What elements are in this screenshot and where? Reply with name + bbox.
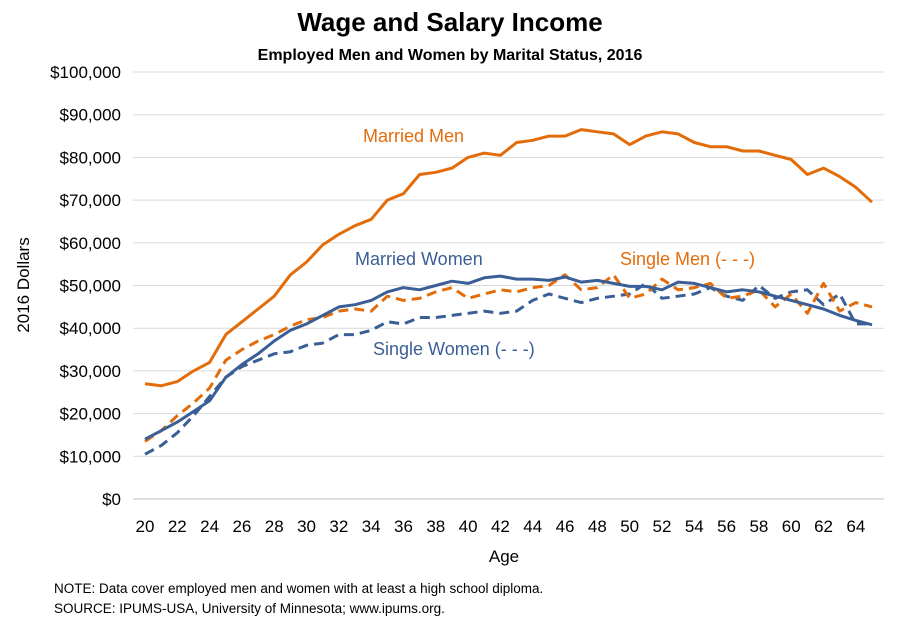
x-tick-label: 26 (232, 517, 251, 536)
note-text: NOTE: Data cover employed men and women … (54, 581, 543, 596)
x-tick-label: 52 (653, 517, 672, 536)
x-axis-ticks: 20 22 24 26 28 30 32 34 36 38 40 42 44 46 48 50 52 54 56 58… (136, 517, 866, 536)
series-line-married-men (144, 128, 874, 388)
y-tick-label: $0 (102, 490, 121, 509)
x-axis-label: Age (489, 547, 519, 566)
x-tick-label: 34 (362, 517, 381, 536)
x-tick-label: 60 (782, 517, 801, 536)
x-tick-label: 54 (685, 517, 704, 536)
series-line-single-men (144, 273, 873, 443)
y-tick-label: $10,000 (60, 447, 121, 466)
y-axis-ticks: $0 $10,000 $20,000 $30,000 $40,000 $50,000 $60… (50, 63, 121, 509)
series-line-married-women (144, 274, 873, 441)
x-tick-label: 30 (297, 517, 316, 536)
x-tick-label: 56 (717, 517, 736, 536)
y-tick-label: $70,000 (60, 191, 121, 210)
x-tick-label: 40 (459, 517, 478, 536)
chart-title: Wage and Salary Income (297, 7, 602, 37)
x-tick-label: 62 (814, 517, 833, 536)
x-tick-label: 42 (491, 517, 510, 536)
x-tick-label: 58 (749, 517, 768, 536)
y-tick-label: $100,000 (50, 63, 121, 82)
x-tick-label: 36 (394, 517, 413, 536)
x-tick-label: 48 (588, 517, 607, 536)
chart-subtitle: Employed Men and Women by Marital Status… (258, 47, 643, 64)
x-tick-label: 28 (265, 517, 284, 536)
x-tick-label: 44 (523, 517, 542, 536)
y-tick-label: $60,000 (60, 234, 121, 253)
x-tick-label: 22 (168, 517, 187, 536)
grid-lines (133, 71, 884, 457)
y-tick-label: $90,000 (60, 106, 121, 125)
series-label-single-women: Single Women (- - -) (373, 339, 535, 359)
y-tick-label: $20,000 (60, 405, 121, 424)
x-tick-label: 64 (846, 517, 865, 536)
series-label-single-men: Single Men (- - -) (620, 249, 755, 269)
series-label-married-women: Married Women (355, 249, 483, 269)
y-axis-label: 2016 Dollars (14, 237, 33, 332)
series-label-married-men: Married Men (363, 126, 464, 146)
x-tick-label: 32 (329, 517, 348, 536)
y-tick-label: $40,000 (60, 319, 121, 338)
series-lines (144, 128, 874, 456)
series-line-single-women (144, 281, 872, 456)
x-tick-label: 50 (620, 517, 639, 536)
y-tick-label: $30,000 (60, 362, 121, 381)
x-tick-label: 20 (136, 517, 155, 536)
x-tick-label: 38 (426, 517, 445, 536)
x-tick-label: 46 (556, 517, 575, 536)
y-tick-label: $50,000 (60, 277, 121, 296)
x-tick-label: 24 (200, 517, 219, 536)
y-tick-label: $80,000 (60, 148, 121, 167)
source-text: SOURCE: IPUMS-USA, University of Minneso… (54, 601, 445, 616)
